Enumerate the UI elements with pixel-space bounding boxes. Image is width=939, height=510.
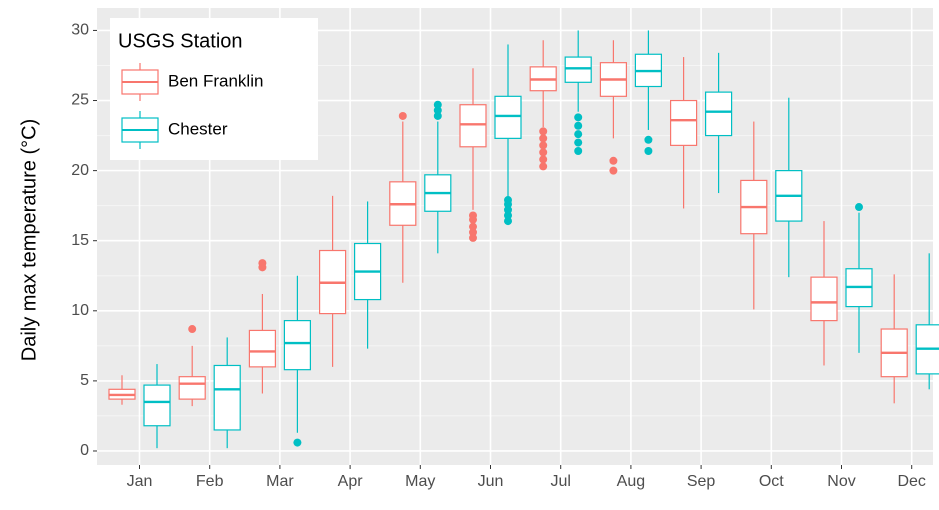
y-tick-label: 0 xyxy=(80,442,89,459)
outlier xyxy=(504,205,512,214)
outlier xyxy=(504,217,512,226)
y-tick-label: 25 xyxy=(71,92,89,109)
outlier xyxy=(504,211,512,220)
outlier xyxy=(644,135,653,144)
marks xyxy=(108,30,939,449)
outlier xyxy=(574,138,583,147)
outlier xyxy=(574,146,583,155)
outlier xyxy=(644,146,653,155)
outlier xyxy=(433,100,442,109)
y-tick-label: 15 xyxy=(71,232,89,249)
x-tick-label: Oct xyxy=(759,473,784,490)
x-tick-label: Apr xyxy=(338,473,364,490)
outlier xyxy=(609,156,618,165)
outlier xyxy=(539,134,548,143)
x-tick-label: Sep xyxy=(687,473,716,490)
outlier xyxy=(539,162,548,171)
box xyxy=(143,384,171,427)
outlier xyxy=(539,141,548,150)
outlier xyxy=(539,148,548,157)
outlier xyxy=(469,211,477,220)
legend-label: Chester xyxy=(168,119,228,138)
box xyxy=(178,376,206,400)
outlier xyxy=(258,259,267,268)
outlier xyxy=(504,196,512,205)
outlier xyxy=(469,228,477,237)
outlier xyxy=(398,111,407,120)
legend: USGS Station Ben Franklin Chester xyxy=(110,18,318,160)
x-tick-label: Aug xyxy=(617,473,645,490)
outlier xyxy=(539,155,548,164)
outlier xyxy=(469,233,477,242)
outlier xyxy=(469,222,477,231)
x-tick-label: Jan xyxy=(127,473,153,490)
outlier xyxy=(188,325,197,334)
x-tick-label: May xyxy=(405,473,435,490)
outlier xyxy=(539,127,548,136)
box xyxy=(283,320,311,371)
legend-label: Ben Franklin xyxy=(168,71,263,90)
outlier xyxy=(609,166,618,175)
box xyxy=(494,95,522,139)
y-tick-label: 5 xyxy=(80,372,89,389)
outlier xyxy=(574,113,583,122)
box xyxy=(564,56,592,83)
y-tick-label: 10 xyxy=(71,302,89,319)
x-tick-label: Jul xyxy=(550,473,570,490)
y-tick-label: 30 xyxy=(71,22,89,39)
outlier xyxy=(293,438,302,447)
x-tick-label: Nov xyxy=(827,473,855,490)
x-tick-label: Dec xyxy=(897,473,925,490)
y-axis-label: Daily max temperature (°C) xyxy=(18,119,40,362)
box xyxy=(669,99,698,146)
outlier xyxy=(433,111,442,120)
box xyxy=(213,364,241,431)
outlier xyxy=(574,130,583,139)
y-tick-label: 20 xyxy=(71,162,89,179)
x-tick-label: Mar xyxy=(266,473,294,490)
box xyxy=(810,276,838,322)
x-tick-label: Feb xyxy=(196,473,224,490)
box xyxy=(459,104,487,148)
legend-title: USGS Station xyxy=(118,30,243,52)
outlier xyxy=(433,106,442,115)
box xyxy=(704,91,733,137)
box xyxy=(248,329,276,368)
outlier xyxy=(855,203,863,212)
outlier xyxy=(574,121,583,130)
x-tick-label: Jun xyxy=(478,473,504,490)
